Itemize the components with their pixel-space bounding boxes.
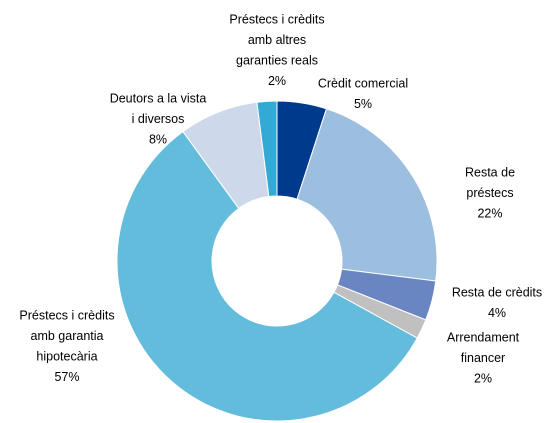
slice-label: garanties reals (236, 53, 318, 67)
slice-label: Préstecs i crèdits (229, 12, 324, 26)
slice-label: Resta de (465, 165, 515, 179)
slice-label: financer (461, 351, 505, 365)
slice-label: i diversos (132, 112, 185, 126)
slice-label: Préstecs i crèdits (19, 308, 114, 322)
slice-label: Resta de crèdits (452, 285, 542, 299)
slice-value-label: 2% (268, 74, 286, 88)
slice-label: préstecs (466, 186, 513, 200)
slice-value-label: 4% (488, 306, 506, 320)
slice-value-label: 57% (54, 370, 79, 384)
slice-value-label: 22% (477, 206, 502, 220)
slice (116, 130, 418, 422)
slice-value-label: 5% (354, 97, 372, 111)
slice (256, 100, 278, 198)
slice-value-label: 2% (474, 371, 492, 385)
slice-label: Deutors a la vista (110, 91, 207, 105)
slice (296, 108, 438, 282)
slice-label: amb garantia (31, 329, 104, 343)
slice-value-label: 8% (149, 132, 167, 146)
slice-label: Arrendament (447, 330, 520, 344)
slice-label: amb altres (248, 33, 306, 47)
slice-label: hipotecària (36, 349, 97, 363)
slice-label: Crèdit comercial (318, 76, 408, 90)
